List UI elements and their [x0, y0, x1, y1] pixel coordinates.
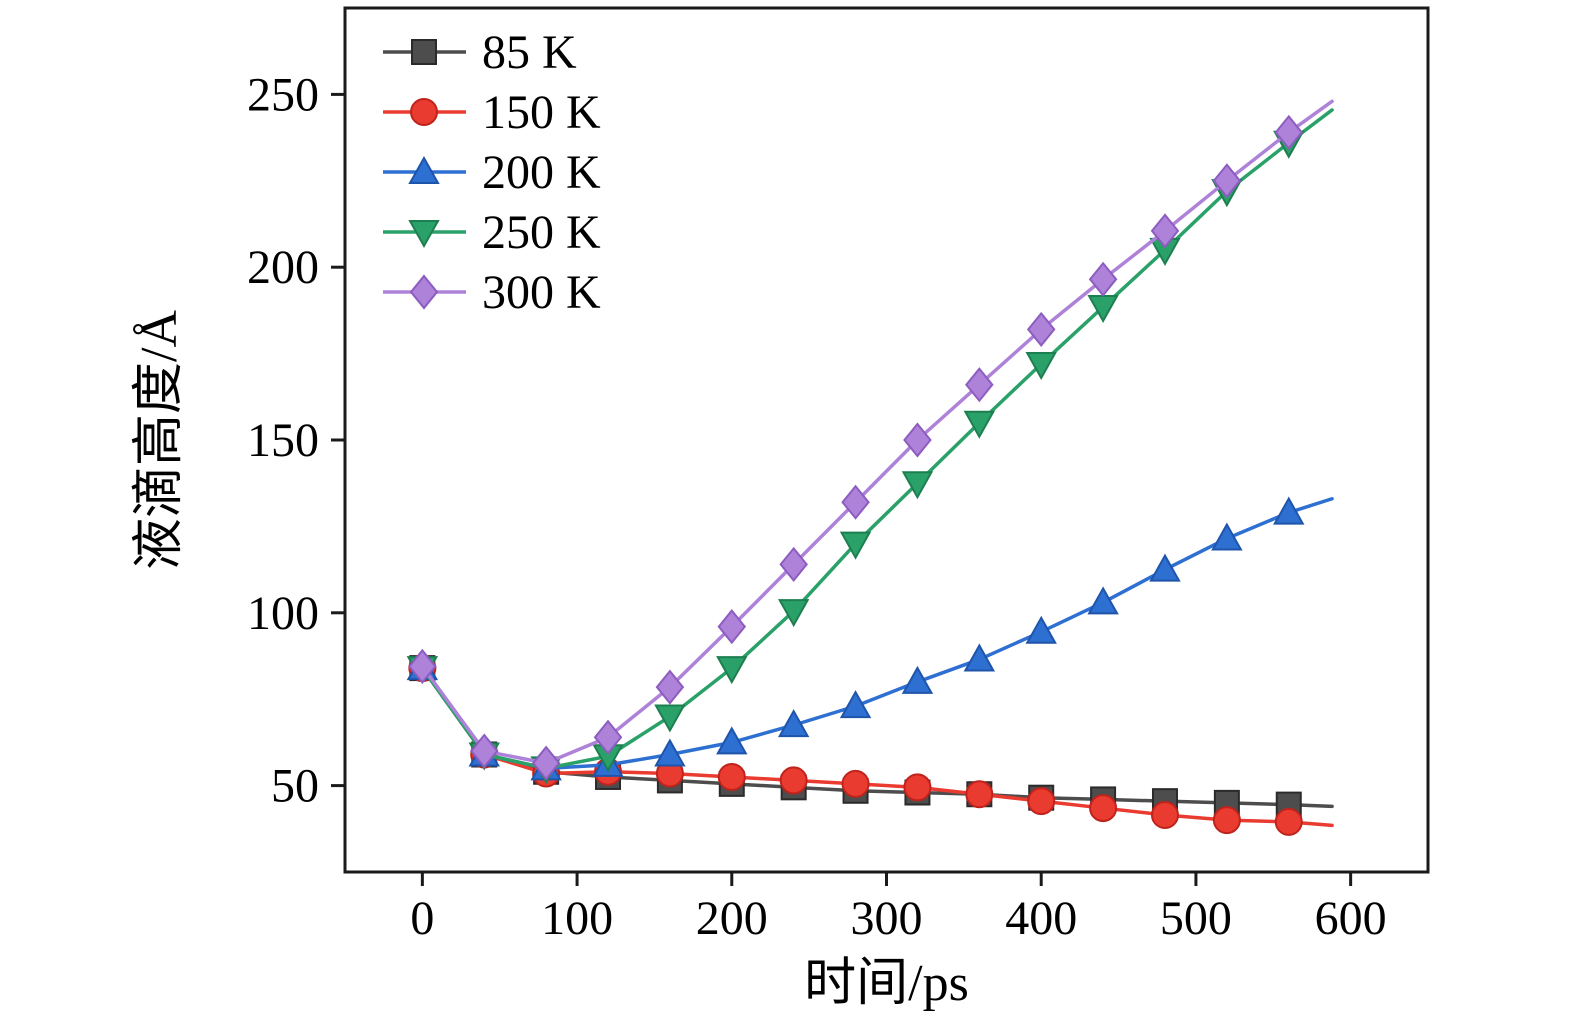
series-300-K	[408, 99, 1334, 781]
series-85-K	[409, 655, 1334, 818]
series-marker	[777, 709, 810, 738]
series-marker	[1026, 311, 1056, 347]
x-tick-label: 0	[410, 892, 434, 945]
series-marker	[779, 546, 808, 583]
legend-marker	[410, 98, 438, 126]
series-marker	[1150, 213, 1180, 249]
series-marker	[963, 410, 996, 439]
series-marker	[965, 367, 994, 403]
legend-label: 200 K	[482, 146, 601, 199]
series-line	[420, 108, 1334, 771]
series-150-K	[408, 654, 1334, 836]
x-tick-label: 100	[541, 892, 613, 945]
y-tick-label: 100	[247, 587, 319, 640]
x-tick-label: 500	[1160, 892, 1232, 945]
series-marker	[654, 738, 686, 767]
series-marker	[777, 599, 810, 628]
y-axis-label: 液滴高度/Å	[131, 309, 188, 571]
series-marker	[965, 780, 994, 809]
series-marker	[1274, 807, 1303, 836]
series-marker	[1025, 351, 1057, 381]
y-tick-label: 150	[247, 414, 319, 467]
series-marker	[531, 745, 561, 781]
series-marker	[1025, 615, 1057, 644]
series-marker	[654, 704, 686, 733]
legend-marker	[411, 39, 437, 65]
series-marker	[963, 643, 996, 672]
series-marker	[408, 648, 437, 684]
series-marker	[1212, 163, 1242, 199]
series-marker	[901, 471, 934, 500]
y-tick-label: 200	[247, 241, 319, 294]
legend-label: 300 K	[482, 266, 601, 319]
series-marker	[655, 669, 685, 705]
series-marker	[1027, 787, 1056, 816]
series-marker	[717, 762, 746, 791]
legend-label: 150 K	[482, 86, 601, 139]
x-tick-label: 600	[1315, 892, 1387, 945]
legend-label: 85 K	[482, 26, 577, 79]
series-marker	[717, 609, 747, 645]
legend-marker	[408, 220, 440, 249]
series-line	[420, 497, 1334, 771]
x-tick-label: 200	[696, 892, 768, 945]
series-line	[420, 99, 1334, 765]
legend-item	[383, 274, 466, 310]
series-marker	[903, 773, 932, 802]
x-tick-label: 300	[851, 892, 923, 945]
x-tick-label: 400	[1005, 892, 1077, 945]
series-marker	[1087, 586, 1119, 615]
series-marker	[1150, 800, 1179, 829]
series-marker	[841, 484, 870, 520]
series-marker	[716, 726, 748, 755]
series-marker	[593, 719, 623, 755]
legend-item	[383, 155, 466, 184]
legend-item	[383, 220, 466, 249]
series-marker	[903, 422, 932, 458]
series-marker	[716, 656, 748, 685]
series-marker	[841, 769, 870, 798]
legend-item	[383, 39, 466, 65]
series-marker	[1212, 806, 1241, 835]
series-marker	[901, 665, 934, 694]
series-marker	[1088, 261, 1118, 297]
series-marker	[1089, 794, 1118, 823]
series-line	[420, 666, 1334, 828]
series-200-K	[406, 496, 1334, 781]
series-marker	[469, 733, 499, 769]
series-marker	[1274, 114, 1304, 151]
series-marker	[1211, 522, 1243, 551]
series-marker	[839, 531, 872, 560]
x-axis-label: 时间/ps	[804, 955, 969, 1012]
legend-item	[383, 98, 466, 126]
y-tick-label: 50	[271, 760, 319, 813]
legend	[383, 39, 466, 310]
series-marker	[779, 766, 808, 795]
legend-marker	[409, 274, 439, 310]
series-marker	[1149, 553, 1181, 582]
legend-label: 250 K	[482, 206, 601, 259]
series-marker	[839, 690, 872, 719]
series-marker	[1273, 496, 1305, 525]
legend-marker	[408, 155, 440, 184]
y-tick-label: 250	[247, 68, 319, 121]
